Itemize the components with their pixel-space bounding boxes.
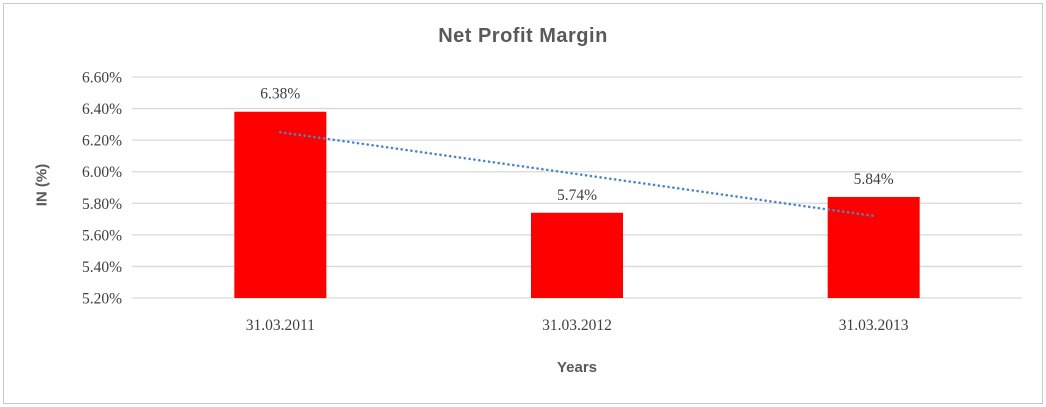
bar: [827, 196, 920, 298]
x-category-label: 31.03.2011: [246, 317, 315, 334]
y-tick-label: 5.60%: [82, 227, 122, 244]
x-category-label: 31.03.2012: [542, 317, 612, 334]
y-tick-label: 5.20%: [82, 291, 122, 308]
chart-container: Net Profit Margin IN (%) 5.20% 5.40% 5.60%…: [3, 3, 1043, 404]
bar-data-label: 5.74%: [557, 187, 597, 204]
y-tick-label: 5.40%: [82, 259, 122, 276]
trendline: [279, 130, 875, 218]
chart-title: Net Profit Margin: [438, 25, 608, 47]
bar: [531, 212, 623, 298]
plot-area: 5.20% 5.40% 5.60% 5.80% 6.00% 6.20% 6.40% 6.60%…: [82, 70, 1022, 334]
y-tick-label: 6.40%: [82, 101, 122, 118]
y-tick-label: 5.80%: [82, 196, 122, 213]
y-tick-label: 6.20%: [82, 133, 122, 150]
y-tick-label: 6.60%: [82, 70, 122, 87]
bar: [234, 111, 327, 298]
bar-data-label: 5.84%: [854, 171, 894, 188]
x-category-label: 31.03.2013: [839, 317, 909, 334]
y-tick-label: 6.00%: [82, 164, 122, 181]
bar-data-label: 6.38%: [260, 86, 300, 103]
x-axis-title: Years: [556, 359, 598, 376]
